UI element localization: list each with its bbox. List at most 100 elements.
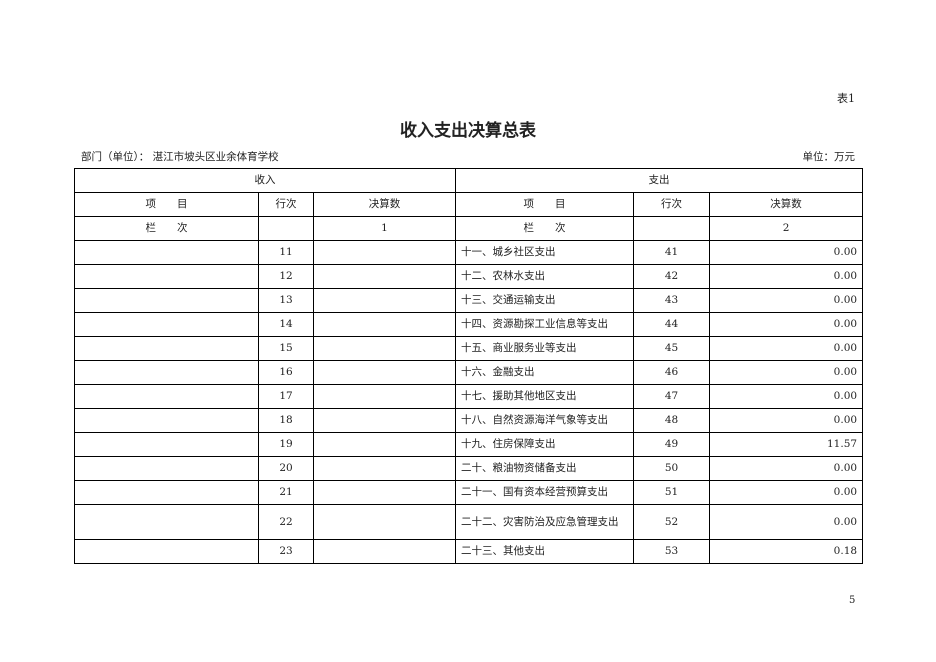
ex-amount-cell: 0.00 — [709, 408, 864, 433]
ex-amount-cell: 0.18 — [709, 539, 864, 564]
ex-amount-cell: 0.00 — [709, 288, 864, 313]
ex-line-cell: 48 — [633, 408, 711, 433]
in-amount-cell — [312, 312, 457, 337]
column-blank-income — [258, 216, 314, 241]
in-item-cell — [74, 336, 259, 361]
in-line-cell: 18 — [258, 408, 314, 433]
in-item-cell — [74, 264, 259, 289]
in-amount-cell — [312, 432, 457, 457]
header-row-columns: 项 目 行次 决算数 项 目 行次 决算数 — [74, 192, 864, 217]
in-line-cell: 11 — [258, 240, 314, 265]
table-row: 18 十八、自然资源海洋气象等支出 48 0.00 — [74, 408, 864, 433]
department-label: 部门（单位）： 湛江市坡头区业余体育学校 — [81, 151, 279, 163]
in-item-cell — [74, 360, 259, 385]
in-amount-cell — [312, 384, 457, 409]
table-row: 23 二十三、其他支出 53 0.18 — [74, 539, 864, 564]
table-row: 11 十一、城乡社区支出 41 0.00 — [74, 240, 864, 265]
table-row: 15 十五、商业服务业等支出 45 0.00 — [74, 336, 864, 361]
in-line-cell: 13 — [258, 288, 314, 313]
unit-label: 单位：万元 — [802, 151, 856, 163]
ex-amount-cell: 0.00 — [709, 312, 864, 337]
table-row: 20 二十、粮油物资储备支出 50 0.00 — [74, 456, 864, 481]
header-expense-line: 行次 — [633, 192, 711, 217]
in-amount-cell — [312, 408, 457, 433]
in-amount-cell — [312, 288, 457, 313]
header-row-sections: 收入 支出 — [73, 168, 864, 193]
income-expense-table: 收入 支出 项 目 行次 决算数 项 目 行次 决算数 栏 次 1 栏 次 2 … — [73, 168, 864, 564]
ex-amount-cell: 0.00 — [709, 456, 864, 481]
ex-amount-cell: 0.00 — [709, 504, 864, 540]
page-number: 5 — [849, 595, 856, 606]
ex-line-cell: 53 — [633, 539, 711, 564]
ex-item-cell: 十二、农林水支出 — [455, 264, 635, 289]
ex-item-cell: 二十、粮油物资储备支出 — [455, 456, 635, 481]
ex-item-cell: 二十三、其他支出 — [455, 539, 635, 564]
table-row: 21 二十一、国有资本经营预算支出 51 0.00 — [74, 480, 864, 505]
column-index-expense: 2 — [709, 216, 864, 241]
in-line-cell: 21 — [258, 480, 314, 505]
in-line-cell: 12 — [258, 264, 314, 289]
in-line-cell: 19 — [258, 432, 314, 457]
in-line-cell: 14 — [258, 312, 314, 337]
in-amount-cell — [312, 264, 457, 289]
in-line-cell: 15 — [258, 336, 314, 361]
column-blank-expense — [633, 216, 711, 241]
table-row: 16 十六、金融支出 46 0.00 — [74, 360, 864, 385]
ex-line-cell: 49 — [633, 432, 711, 457]
in-item-cell — [74, 480, 259, 505]
in-amount-cell — [312, 504, 457, 540]
ex-line-cell: 43 — [633, 288, 711, 313]
table-row: 14 十四、资源勘探工业信息等支出 44 0.00 — [74, 312, 864, 337]
ex-item-cell: 十七、援助其他地区支出 — [455, 384, 635, 409]
ex-line-cell: 51 — [633, 480, 711, 505]
in-amount-cell — [312, 240, 457, 265]
ex-item-cell: 二十二、灾害防治及应急管理支出 — [455, 504, 635, 540]
in-item-cell — [74, 432, 259, 457]
in-amount-cell — [312, 456, 457, 481]
header-income: 收入 — [73, 168, 457, 193]
in-amount-cell — [312, 336, 457, 361]
ex-item-cell: 十四、资源勘探工业信息等支出 — [455, 312, 635, 337]
ex-item-cell: 二十一、国有资本经营预算支出 — [455, 480, 635, 505]
ex-line-cell: 42 — [633, 264, 711, 289]
in-amount-cell — [312, 480, 457, 505]
table-row: 12 十二、农林水支出 42 0.00 — [74, 264, 864, 289]
header-expense: 支出 — [455, 168, 864, 193]
ex-item-cell: 十三、交通运输支出 — [455, 288, 635, 313]
in-line-cell: 23 — [258, 539, 314, 564]
header-expense-item: 项 目 — [455, 192, 635, 217]
in-amount-cell — [312, 539, 457, 564]
ex-line-cell: 45 — [633, 336, 711, 361]
table-number: 表1 — [837, 92, 855, 105]
ex-line-cell: 50 — [633, 456, 711, 481]
in-item-cell — [74, 539, 259, 564]
header-expense-amount: 决算数 — [709, 192, 864, 217]
in-item-cell — [74, 384, 259, 409]
in-item-cell — [74, 312, 259, 337]
ex-line-cell: 41 — [633, 240, 711, 265]
table-row: 13 十三、交通运输支出 43 0.00 — [74, 288, 864, 313]
header-income-item: 项 目 — [74, 192, 259, 217]
in-line-cell: 17 — [258, 384, 314, 409]
in-item-cell — [74, 408, 259, 433]
header-income-amount: 决算数 — [312, 192, 457, 217]
table-row: 19 十九、住房保障支出 49 11.57 — [74, 432, 864, 457]
in-item-cell — [74, 504, 259, 540]
column-index-income: 1 — [312, 216, 457, 241]
ex-item-cell: 十一、城乡社区支出 — [455, 240, 635, 265]
ex-line-cell: 52 — [633, 504, 711, 540]
ex-amount-cell: 0.00 — [709, 384, 864, 409]
page-title: 收入支出决算总表 — [400, 121, 536, 141]
in-item-cell — [74, 288, 259, 313]
column-index-row: 栏 次 1 栏 次 2 — [74, 216, 864, 241]
ex-line-cell: 47 — [633, 384, 711, 409]
ex-line-cell: 44 — [633, 312, 711, 337]
ex-item-cell: 十九、住房保障支出 — [455, 432, 635, 457]
in-item-cell — [74, 456, 259, 481]
ex-line-cell: 46 — [633, 360, 711, 385]
ex-amount-cell: 11.57 — [709, 432, 864, 457]
ex-item-cell: 十五、商业服务业等支出 — [455, 336, 635, 361]
header-income-line: 行次 — [258, 192, 314, 217]
in-line-cell: 22 — [258, 504, 314, 540]
in-amount-cell — [312, 360, 457, 385]
